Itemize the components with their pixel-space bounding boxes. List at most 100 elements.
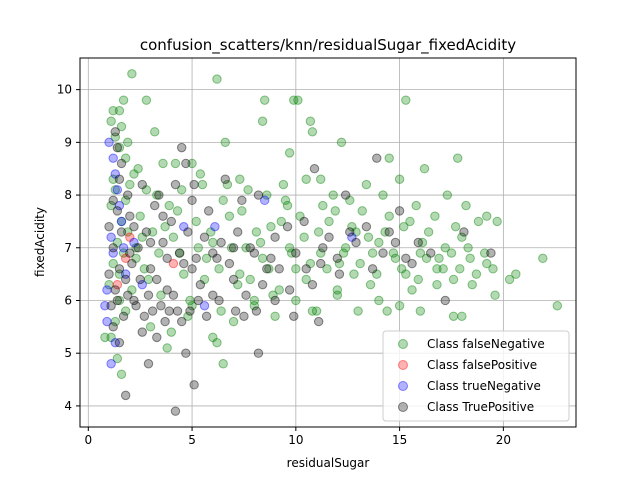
point-false-negative — [471, 269, 482, 279]
point-true-negative — [179, 221, 189, 232]
point-false-negative — [330, 206, 340, 216]
point-false-negative — [295, 211, 305, 221]
point-false-negative — [197, 179, 208, 190]
point-true-positive — [168, 290, 179, 300]
point-true-negative — [210, 221, 220, 232]
point-false-negative — [185, 295, 195, 306]
point-false-negative — [268, 290, 278, 300]
point-true-negative — [100, 301, 110, 311]
point-false-negative — [137, 232, 147, 242]
point-true-positive — [195, 279, 206, 290]
point-true-positive — [120, 274, 131, 285]
point-true-negative — [106, 359, 116, 369]
point-false-negative — [106, 200, 116, 211]
point-false-negative — [316, 248, 326, 258]
point-true-positive — [233, 227, 243, 237]
point-true-positive — [318, 243, 328, 253]
point-true-positive — [108, 195, 118, 206]
point-true-positive — [257, 279, 268, 290]
point-false-negative — [160, 221, 170, 232]
point-false-negative — [212, 74, 222, 84]
point-false-negative — [108, 258, 118, 269]
point-true-positive — [189, 179, 199, 190]
point-false-negative — [179, 269, 189, 279]
point-true-positive — [316, 258, 326, 269]
point-false-negative — [222, 179, 233, 190]
point-false-negative — [442, 190, 453, 200]
point-true-positive — [183, 227, 193, 237]
point-true-positive — [214, 295, 224, 306]
x-tick-label: 0 — [84, 433, 92, 447]
point-false-negative — [307, 127, 318, 137]
point-false-negative — [156, 290, 166, 300]
point-false-negative — [322, 264, 332, 274]
point-true-positive — [291, 248, 301, 258]
grid — [80, 58, 576, 427]
point-true-positive — [156, 301, 166, 311]
point-false-negative — [164, 200, 174, 211]
point-true-positive — [108, 322, 118, 332]
point-true-negative — [112, 185, 123, 195]
point-false-negative — [347, 221, 357, 232]
point-false-negative — [195, 169, 206, 179]
point-true-positive — [284, 285, 295, 295]
point-false-negative — [349, 269, 359, 279]
point-true-positive — [245, 243, 255, 253]
point-false-negative — [266, 221, 276, 232]
point-false-negative — [249, 301, 260, 311]
legend-marker-false-positive — [398, 360, 408, 370]
point-false-negative — [390, 253, 401, 264]
y-tick-label: 8 — [64, 188, 72, 202]
point-false-negative — [419, 164, 430, 174]
point-true-positive — [407, 258, 417, 269]
point-true-positive — [345, 227, 355, 237]
point-false-negative — [152, 190, 162, 200]
point-false-negative — [345, 195, 355, 206]
point-true-positive — [340, 190, 351, 200]
point-false-negative — [473, 216, 484, 227]
point-true-negative — [110, 337, 120, 348]
point-false-negative — [457, 232, 467, 242]
point-false-negative — [116, 121, 127, 132]
legend-marker-true-positive — [398, 402, 408, 412]
point-true-positive — [228, 243, 239, 253]
x-tick-label: 5 — [188, 433, 196, 447]
point-false-negative — [316, 174, 326, 184]
point-false-negative — [116, 369, 127, 379]
point-false-negative — [421, 253, 432, 264]
point-true-positive — [181, 158, 191, 169]
y-tick-label: 10 — [57, 83, 72, 97]
point-true-positive — [189, 380, 199, 390]
point-true-negative — [199, 301, 210, 311]
point-true-positive — [118, 311, 129, 321]
point-false-negative — [374, 237, 384, 248]
point-false-negative — [367, 248, 378, 258]
point-true-positive — [127, 258, 137, 269]
point-false-negative — [286, 248, 297, 258]
point-false-negative — [220, 137, 230, 148]
point-false-negative — [289, 95, 299, 105]
point-false-negative — [166, 327, 177, 337]
point-false-negative — [187, 301, 197, 311]
point-true-positive — [309, 164, 320, 174]
point-true-positive — [351, 237, 361, 248]
point-false-negative — [457, 311, 467, 321]
point-true-positive — [216, 237, 226, 248]
point-false-negative — [384, 211, 394, 221]
point-false-negative — [141, 95, 152, 105]
point-true-positive — [125, 248, 135, 258]
x-axis-label: residualSugar — [287, 456, 370, 470]
point-true-positive — [440, 295, 450, 306]
point-false-negative — [233, 279, 243, 290]
point-true-positive — [172, 306, 183, 316]
point-false-negative — [127, 69, 137, 79]
point-false-negative — [168, 232, 179, 242]
point-true-positive — [174, 248, 185, 258]
point-true-positive — [162, 285, 172, 295]
point-false-negative — [538, 253, 548, 264]
point-false-negative — [218, 195, 228, 206]
point-true-positive — [253, 190, 264, 200]
point-false-negative — [432, 279, 442, 290]
point-true-positive — [230, 306, 241, 316]
